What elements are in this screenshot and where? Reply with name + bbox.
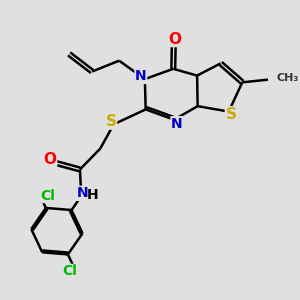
Text: S: S bbox=[106, 114, 116, 129]
Text: Cl: Cl bbox=[40, 189, 55, 202]
Text: Cl: Cl bbox=[62, 264, 77, 278]
Text: N: N bbox=[171, 117, 183, 131]
Text: O: O bbox=[44, 152, 57, 167]
Text: H: H bbox=[87, 188, 98, 202]
Text: CH₃: CH₃ bbox=[276, 73, 298, 83]
Text: N: N bbox=[135, 69, 147, 83]
Text: O: O bbox=[169, 32, 182, 46]
Text: S: S bbox=[225, 107, 236, 122]
Text: N: N bbox=[77, 186, 88, 200]
